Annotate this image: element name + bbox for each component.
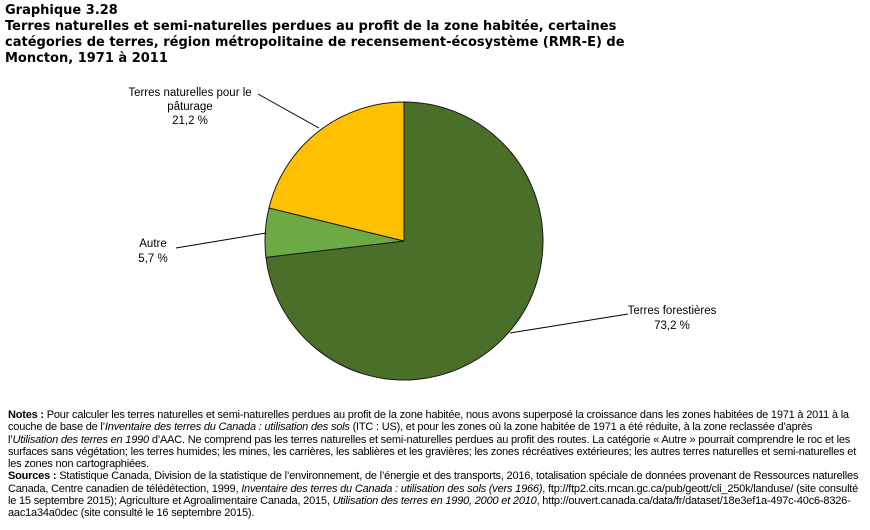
sources-text-italic: Inventaire des terres du Canada : utilis… [241, 482, 543, 495]
sources-label: Sources : [8, 470, 57, 483]
pie-chart: Terres forestières 73,2 % Autre 5,7 % Te… [128, 87, 717, 381]
sources-text: Statistique Canada, Division de la stati… [8, 470, 859, 495]
notes: Notes : Pour calculer les terres naturel… [8, 409, 863, 470]
slice-value-other: 5,7 % [138, 253, 167, 265]
slice-value-forest: 73,2 % [654, 320, 690, 332]
slice-label-pasture-line1: Terres naturelles pour le [128, 87, 251, 99]
sources-text: , http://ouvert.canada.ca/data/fr/datase… [8, 495, 851, 520]
chart-title: Graphique 3.28 Terres naturelles et semi… [5, 3, 655, 67]
slice-label-pasture-line2: pâturage [167, 101, 212, 113]
chart-title-text: Terres naturelles et semi-naturelles per… [5, 19, 625, 66]
leader-line-pasture [257, 93, 320, 129]
pie-slice-pasture [268, 101, 405, 242]
slice-label-other: Autre [139, 238, 167, 250]
slice-value-pasture: 21,2 % [172, 115, 208, 127]
notes-section: Notes : Pour calculer les terres naturel… [8, 409, 863, 520]
notes-text-italic: Utilisation des terres en 1990 [12, 433, 150, 446]
chart-number: Graphique 3.28 [5, 3, 118, 18]
notes-text-italic: Inventaire des terres du Canada : utilis… [104, 421, 350, 434]
leader-line-other [175, 232, 267, 249]
sources-text: , ftp://ftp2.cits.rncan.gc.ca/pub/geott/… [8, 482, 859, 508]
notes-text: Pour calculer les terres naturelles et s… [8, 409, 849, 434]
notes-text: d’AAC. Ne comprend pas les terres nature… [8, 433, 857, 471]
slice-label-forest: Terres forestières [628, 305, 717, 317]
sources: Sources : Statistique Canada, Division d… [8, 470, 863, 519]
notes-text: (ITC : US), et pour les zones où la zone… [8, 421, 813, 446]
sources-text-italic: Utilisation des terres en 1990, 2000 et … [332, 495, 537, 508]
notes-label: Notes : [8, 409, 44, 421]
leader-line-forest [509, 313, 629, 334]
